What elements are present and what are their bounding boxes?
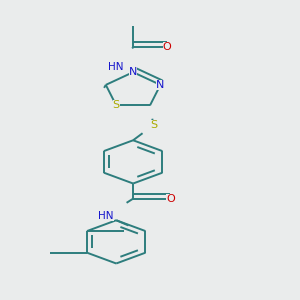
Text: S: S: [113, 100, 120, 110]
Text: O: O: [166, 194, 175, 204]
Text: S: S: [150, 120, 157, 130]
Text: HN: HN: [98, 211, 114, 221]
Text: N: N: [156, 80, 165, 90]
Text: N: N: [129, 67, 137, 77]
Text: O: O: [163, 42, 171, 52]
Text: HN: HN: [109, 62, 124, 72]
